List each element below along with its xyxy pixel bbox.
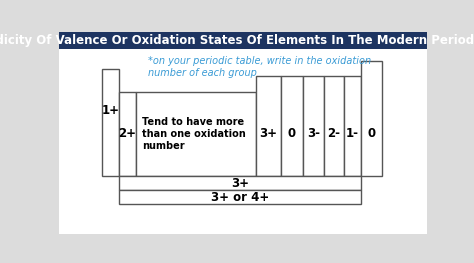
Bar [119, 176, 361, 190]
Bar [361, 61, 383, 176]
Bar [119, 92, 136, 176]
Text: 3+: 3+ [259, 128, 277, 140]
Text: 1-: 1- [346, 128, 359, 140]
Text: 3-: 3- [307, 128, 320, 140]
Bar [256, 76, 281, 176]
Text: 1+: 1+ [101, 104, 119, 117]
Text: 3+: 3+ [231, 177, 249, 190]
Bar [119, 190, 361, 204]
Text: *on your periodic table, write in the oxidation
number of each group: *on your periodic table, write in the ox… [148, 56, 372, 78]
Bar [281, 76, 302, 176]
Bar [102, 69, 119, 176]
Bar [344, 76, 361, 176]
Bar [302, 76, 324, 176]
Text: 3+ or 4+: 3+ or 4+ [211, 191, 269, 204]
Bar [324, 76, 344, 176]
Text: 2+: 2+ [118, 128, 137, 140]
Bar [59, 32, 427, 48]
Text: 2-: 2- [328, 128, 340, 140]
Text: Periodicity Of Valence Or Oxidation States Of Elements In The Modern Periodic Ta: Periodicity Of Valence Or Oxidation Stat… [0, 33, 474, 47]
Bar [136, 92, 256, 176]
Text: Tend to have more
than one oxidation
number: Tend to have more than one oxidation num… [142, 117, 246, 151]
Text: 0: 0 [288, 128, 296, 140]
Text: 0: 0 [367, 128, 375, 140]
